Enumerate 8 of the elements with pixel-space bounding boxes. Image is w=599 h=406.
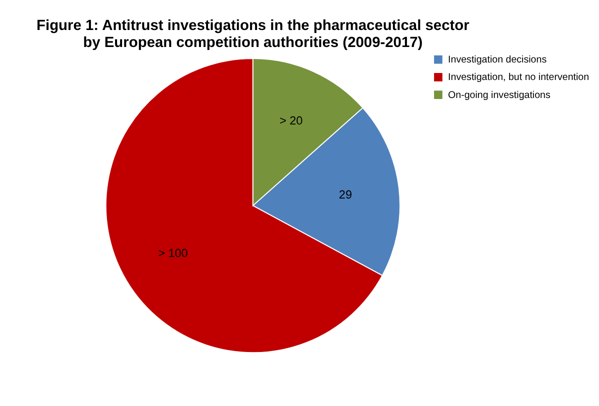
text: Figure 1: Antitrust investigations in the pharmaceutical sector	[36, 18, 470, 34]
legend-label: Investigation decisions	[448, 54, 547, 66]
text: by European competition authorities (2009-2017)	[83, 34, 423, 51]
data-label: > 20	[279, 114, 304, 128]
legend-label: On-going investigations	[448, 90, 551, 101]
data-label: 29	[338, 188, 352, 202]
data-label: > 100	[158, 247, 188, 260]
legend-label: Investigation, but no intervention	[448, 72, 590, 84]
